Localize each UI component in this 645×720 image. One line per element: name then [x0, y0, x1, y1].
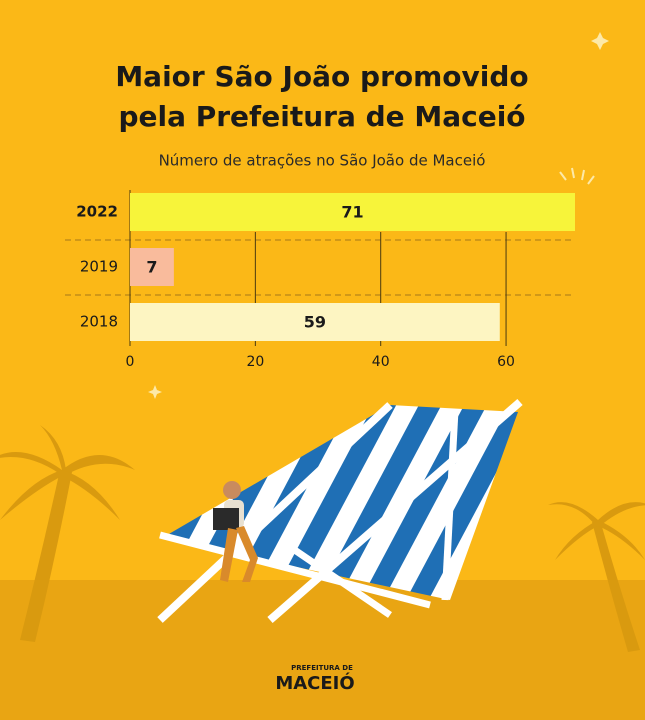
x-tick-label: 60	[497, 354, 515, 370]
x-tick-label: 0	[126, 354, 135, 370]
chart-subtitle: Número de atrações no São João de Maceió	[159, 152, 486, 170]
logo-line2: MACEIÓ	[275, 672, 354, 694]
y-tick-label: 2018	[80, 313, 118, 331]
bar	[130, 303, 500, 341]
sparkle	[591, 32, 609, 50]
y-tick-label: 2019	[80, 258, 118, 276]
x-tick-label: 40	[372, 354, 390, 370]
y-tick-label: 2022	[76, 203, 118, 221]
bar	[130, 193, 575, 231]
logo-line1: PREFEITURA DE	[291, 664, 353, 672]
chart-title: Maior São João promovido	[115, 60, 528, 93]
x-tick-label: 20	[246, 354, 264, 370]
value-label: 7	[146, 258, 157, 277]
chart-title: pela Prefeitura de Maceió	[118, 100, 525, 133]
palm-left	[0, 425, 135, 642]
sparkle	[559, 167, 595, 185]
ground	[0, 580, 645, 720]
value-label: 59	[304, 313, 326, 332]
value-label: 71	[341, 203, 363, 222]
musician	[213, 481, 258, 582]
palm-right	[548, 502, 645, 652]
bar	[130, 248, 174, 286]
sparkle	[148, 385, 162, 399]
